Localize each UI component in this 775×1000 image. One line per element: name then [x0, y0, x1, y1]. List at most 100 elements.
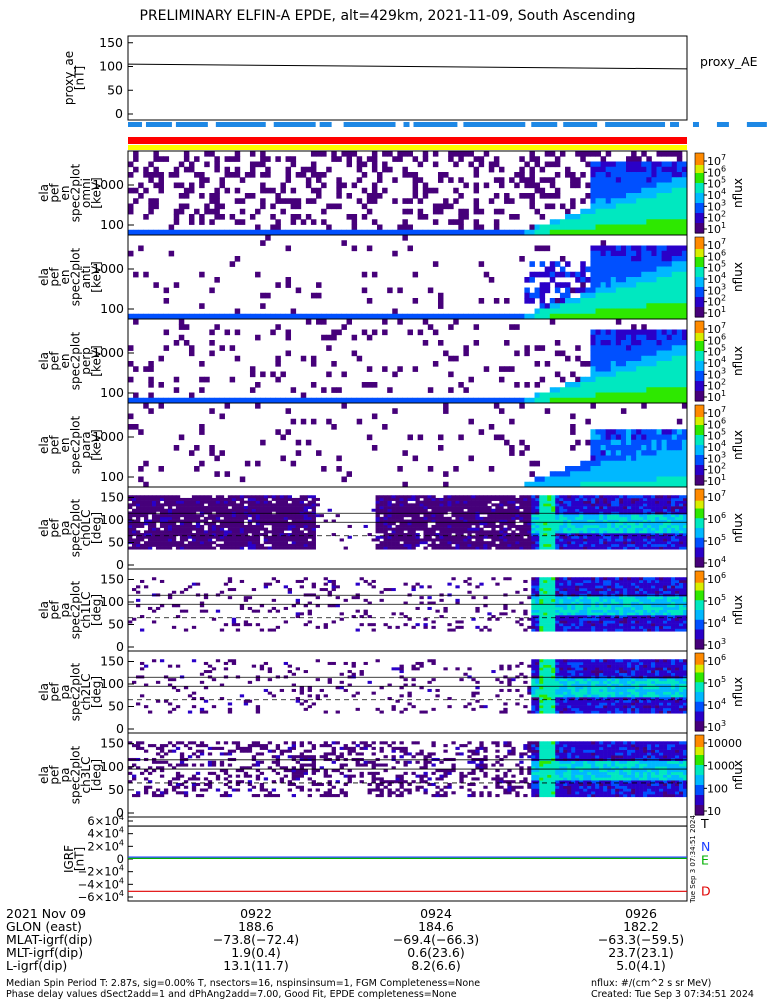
colorbar-cell — [695, 361, 704, 364]
spectrogram-cell — [539, 245, 546, 252]
spectrogram-cell — [151, 514, 157, 518]
spectrogram-cell — [336, 329, 342, 336]
spectrogram-cell — [671, 434, 678, 441]
spectrogram-cell — [551, 522, 556, 526]
spectrogram-cell — [639, 500, 644, 504]
spectrogram-cell — [666, 350, 673, 357]
spectrogram-cell — [295, 198, 302, 204]
spectrogram-cell — [311, 500, 316, 504]
colorbar-cell — [695, 421, 704, 424]
spectrogram-cell — [195, 541, 201, 545]
spectrogram-cell — [395, 546, 400, 550]
spectrogram-cell — [639, 508, 644, 512]
spectrogram-cell — [395, 543, 400, 547]
spectrogram-cell — [539, 345, 546, 351]
spectrogram-cell — [131, 508, 137, 512]
spectrogram-cell — [131, 503, 137, 507]
spectrogram-cell — [539, 538, 544, 542]
spectrogram-cell — [153, 166, 159, 173]
spectrogram-cell — [661, 261, 668, 267]
spectrogram-cell — [603, 500, 608, 504]
spectrogram-cell — [128, 172, 134, 178]
spectrogram-cell — [567, 541, 572, 545]
spectrogram-cell — [417, 198, 424, 204]
spectrogram-cell — [671, 506, 676, 510]
spectrogram-cell — [646, 350, 652, 357]
spectrogram-cell — [260, 203, 266, 210]
spectrogram-cell — [631, 298, 637, 304]
page-title: PRELIMINARY ELFIN-A EPDE, alt=429km, 202… — [139, 8, 636, 24]
spectrogram-cell — [128, 535, 133, 539]
spectrogram-cell — [138, 429, 144, 435]
spectrogram-cell — [437, 292, 444, 299]
colorbar-cell — [695, 189, 704, 192]
spectrogram-cell — [585, 287, 591, 294]
spectrogram-cell — [379, 530, 384, 534]
spectrogram-cell — [275, 500, 281, 504]
colorbar-cell — [695, 551, 704, 554]
spectrogram-cell — [437, 203, 444, 210]
spectrogram-cell — [626, 471, 632, 477]
spectrogram-cell — [599, 508, 604, 512]
spectrogram-cell — [636, 245, 642, 252]
spectrogram-cell — [183, 166, 190, 173]
spectrogram-cell — [431, 516, 436, 520]
spectrogram-cell — [209, 229, 215, 236]
spectrogram-cell — [683, 533, 688, 537]
spectrogram-cell — [412, 193, 419, 199]
spectrogram-cell — [443, 535, 448, 539]
spectrogram-cell — [326, 313, 332, 320]
spectrogram-cell — [661, 334, 668, 341]
spectrogram-cell — [260, 371, 266, 378]
spectrogram-cell — [427, 530, 432, 534]
spectrogram-cell — [679, 506, 684, 510]
spectrogram-cell — [219, 590, 225, 594]
spectrogram-cell — [371, 229, 378, 236]
spectrogram-cell — [310, 166, 317, 173]
spectrogram-cell — [439, 516, 444, 520]
spectrogram-cell — [151, 497, 157, 501]
spectrogram-cell — [234, 313, 241, 320]
spectrogram-cell — [251, 497, 257, 501]
spectrogram-cell — [443, 203, 449, 210]
spectrogram-cell — [659, 543, 664, 547]
spectrogram-cell — [509, 229, 515, 236]
spectrogram-cell — [290, 308, 297, 315]
spectrogram-cell — [683, 524, 688, 528]
spectrogram-cell — [671, 298, 678, 304]
spectrogram-cell — [544, 282, 551, 288]
spectrogram-cell — [175, 543, 181, 547]
spectrogram-cell — [663, 497, 668, 501]
spectrogram-cell — [519, 177, 525, 183]
spectrogram-cell — [610, 271, 617, 278]
spectrogram-cell — [635, 519, 640, 523]
spectrogram-cell — [148, 392, 154, 399]
spectrogram-cell — [544, 245, 551, 252]
spectrogram-cell — [163, 522, 169, 526]
spectrogram-cell — [683, 500, 688, 504]
spectrogram-cell — [524, 193, 530, 199]
spectrogram-cell — [439, 538, 444, 542]
spectrogram-cell — [285, 277, 292, 283]
spectrogram-cell — [590, 387, 596, 393]
spectrogram-cell — [600, 187, 607, 194]
spectrogram-cell — [539, 500, 544, 504]
spectrogram-cell — [615, 392, 622, 399]
spectrogram-cell — [453, 219, 459, 225]
spectrogram-cell — [415, 524, 420, 528]
spectrogram-cell — [603, 527, 608, 531]
spectrogram-cell — [515, 508, 520, 512]
spectrogram-cell — [395, 516, 400, 520]
spectrogram-cell — [641, 151, 647, 157]
spectrogram-cell — [287, 503, 293, 507]
spectrogram-cell — [620, 261, 627, 267]
spectrogram-cell — [570, 387, 576, 393]
spectrogram-cell — [239, 508, 245, 512]
spectrogram-cell — [138, 245, 144, 252]
spectrogram-cell — [290, 203, 297, 210]
spectrogram-cell — [310, 219, 317, 225]
spectrogram-cell — [643, 506, 648, 510]
spectrogram-cell — [455, 508, 460, 512]
spectrogram-cell — [603, 543, 608, 547]
spectrogram-cell — [260, 397, 266, 404]
